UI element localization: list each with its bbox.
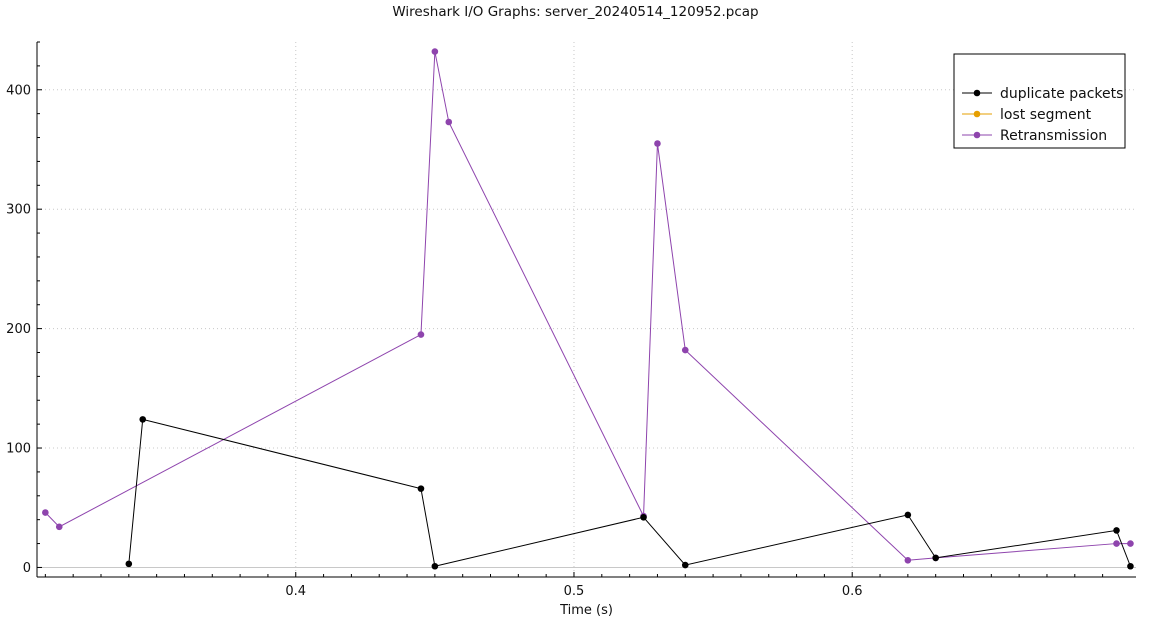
data-point-duplicate-packets[interactable] xyxy=(904,511,912,519)
x-tick-label: 0.4 xyxy=(285,584,306,599)
data-point-duplicate-packets[interactable] xyxy=(932,554,939,562)
data-point-retransmission[interactable] xyxy=(55,523,63,531)
data-point-duplicate-packets[interactable] xyxy=(1113,527,1120,534)
legend-marker-lost-segment xyxy=(973,110,981,118)
y-tick-label: 300 xyxy=(6,203,31,218)
series-line-retransmission xyxy=(44,51,1131,561)
y-tick-label: 200 xyxy=(6,322,31,337)
chart-title: Wireshark I/O Graphs: server_20240514_12… xyxy=(392,4,759,20)
y-tick-label: 0 xyxy=(23,561,31,576)
data-point-duplicate-packets[interactable] xyxy=(681,561,689,569)
legend-marker-duplicate-packets xyxy=(973,89,981,97)
data-point-retransmission[interactable] xyxy=(681,346,689,354)
data-point-duplicate-packets[interactable] xyxy=(640,513,647,521)
data-point-duplicate-packets[interactable] xyxy=(431,562,439,570)
legend-box xyxy=(953,53,1126,149)
data-point-retransmission[interactable] xyxy=(1127,540,1134,547)
data-point-retransmission[interactable] xyxy=(42,509,49,516)
data-point-retransmission[interactable] xyxy=(654,140,661,147)
data-point-duplicate-packets[interactable] xyxy=(125,560,133,568)
x-tick-label: 0.6 xyxy=(842,584,863,599)
data-point-retransmission[interactable] xyxy=(904,556,912,564)
legend-label-duplicate-packets[interactable]: duplicate packets xyxy=(1000,86,1123,102)
x-tick-label: 0.5 xyxy=(564,584,585,599)
x-axis-label: Time (s) xyxy=(559,603,613,618)
data-point-retransmission[interactable] xyxy=(417,331,425,338)
data-point-retransmission[interactable] xyxy=(445,118,453,126)
data-point-duplicate-packets[interactable] xyxy=(1127,562,1134,570)
legend-label-lost-segment[interactable]: lost segment xyxy=(1000,107,1092,123)
data-point-duplicate-packets[interactable] xyxy=(139,416,147,423)
legend-marker-retransmission xyxy=(973,131,981,139)
data-point-duplicate-packets[interactable] xyxy=(417,485,425,492)
legend-label-retransmission[interactable]: Retransmission xyxy=(1000,128,1107,144)
series-line-duplicate-packets xyxy=(128,418,1131,567)
y-tick-label: 400 xyxy=(6,83,31,98)
data-point-retransmission[interactable] xyxy=(431,48,439,55)
y-tick-label: 100 xyxy=(6,442,31,457)
data-point-retransmission[interactable] xyxy=(1113,540,1120,547)
